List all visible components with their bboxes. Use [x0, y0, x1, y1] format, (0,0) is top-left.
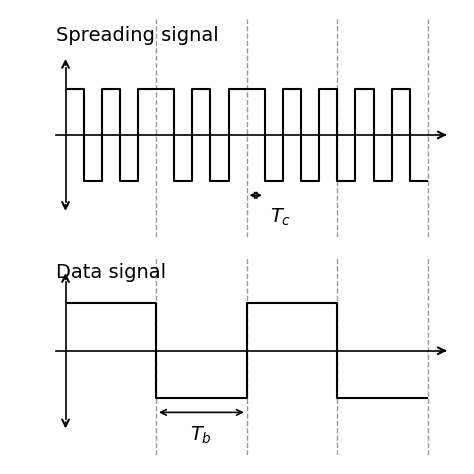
Text: Data signal: Data signal	[56, 263, 166, 282]
Text: $T_b$: $T_b$	[191, 424, 212, 446]
Text: $T_c$: $T_c$	[270, 207, 292, 228]
Text: Spreading signal: Spreading signal	[56, 26, 219, 45]
